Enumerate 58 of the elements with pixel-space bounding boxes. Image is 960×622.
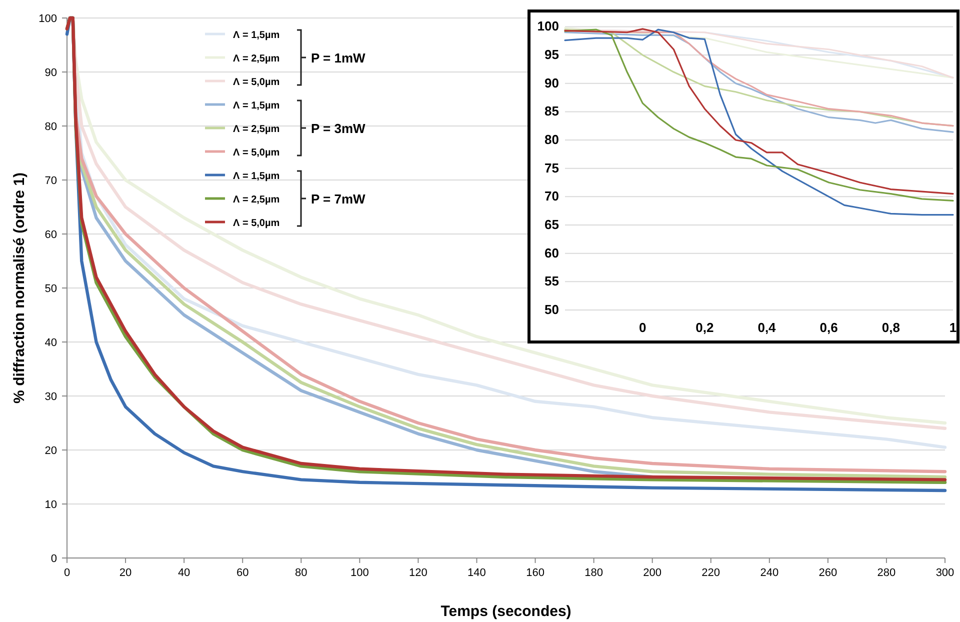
legend-label: Λ = 5,0µm: [233, 77, 280, 88]
legend-label: Λ = 2,5µm: [233, 54, 280, 64]
x-tick-label: 0,8: [882, 320, 900, 335]
y-tick-label: 10: [44, 499, 57, 511]
y-tick-label: 95: [544, 47, 559, 62]
annotation: P = 3mW: [311, 121, 366, 136]
y-tick-label: 60: [544, 245, 559, 260]
x-tick-label: 120: [409, 567, 428, 579]
y-tick-label: 55: [544, 274, 559, 289]
x-tick-label: 160: [526, 567, 544, 579]
y-tick-label: 20: [44, 445, 57, 457]
legend-label: Λ = 1,5µm: [233, 171, 280, 182]
y-tick-label: 40: [44, 337, 57, 349]
y-tick-label: 30: [44, 391, 57, 403]
y-tick-label: 65: [544, 217, 559, 232]
x-tick-label: 0,4: [758, 320, 777, 335]
x-tick-label: 280: [877, 567, 896, 579]
x-tick-label: 0,2: [696, 320, 714, 335]
y-axis-title: % diffraction normalisé (ordre 1): [11, 172, 28, 404]
y-tick-label: 0: [50, 553, 57, 565]
annotation: P = 7mW: [311, 192, 366, 206]
legend-label: Λ = 2,5µm: [233, 194, 280, 206]
y-tick-label: 80: [44, 121, 57, 133]
y-tick-label: 100: [537, 18, 559, 34]
y-tick-label: 50: [44, 283, 57, 295]
x-tick-label: 80: [295, 567, 308, 579]
x-tick-label: 20: [119, 567, 132, 579]
legend-label: Λ = 5,0µm: [233, 148, 280, 158]
x-tick-label: 240: [760, 567, 779, 579]
x-tick-label: 0: [64, 567, 70, 579]
y-tick-label: 60: [44, 229, 57, 241]
x-tick-label: 60: [236, 567, 249, 579]
y-tick-label: 70: [44, 175, 57, 187]
x-tick-label: 180: [584, 567, 603, 579]
y-tick-label: 90: [44, 67, 57, 79]
y-tick-label: 50: [544, 302, 559, 317]
x-tick-label: 0: [638, 320, 646, 335]
legend-label: Λ = 2,5µm: [233, 124, 280, 135]
y-tick-label: 100: [38, 13, 57, 25]
y-tick-label: 70: [544, 188, 559, 204]
annotation: P = 1mW: [311, 50, 366, 66]
x-tick-label: 220: [702, 567, 720, 579]
x-axis-title: Temps (secondes): [440, 603, 572, 620]
x-tick-label: 200: [643, 567, 662, 579]
legend-label: Λ = 5,0µm: [233, 218, 280, 229]
y-tick-label: 85: [544, 104, 559, 119]
x-tick-label: 140: [468, 567, 486, 579]
y-tick-label: 80: [544, 132, 559, 148]
x-tick-label: 40: [178, 567, 190, 579]
y-tick-label: 90: [544, 75, 559, 90]
x-tick-label: 260: [818, 567, 838, 579]
y-tick-label: 75: [544, 160, 559, 176]
legend-label: Λ = 1,5µm: [233, 30, 280, 41]
x-tick-label: 100: [350, 567, 369, 579]
legend-label: Λ = 1,5µm: [233, 100, 280, 112]
x-tick-label: 0,6: [820, 320, 838, 335]
x-tick-label: 1: [949, 320, 957, 335]
x-tick-label: 300: [936, 567, 954, 579]
